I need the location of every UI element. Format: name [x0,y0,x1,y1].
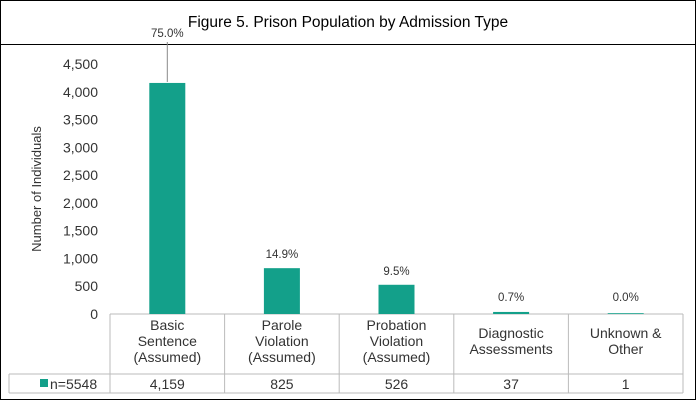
x-tick-label: Diagnostic [478,325,543,341]
y-tick-label: 1,000 [63,250,98,266]
data-label: 75.0% [151,28,184,40]
y-tick-label: 3,500 [63,112,98,128]
bar [378,284,415,314]
table-value: 1 [622,376,630,392]
x-tick-label: (Assumed) [248,349,316,365]
table-value: 4,159 [150,376,185,392]
legend-swatch [40,379,48,387]
bar [607,313,644,314]
bar [493,311,530,314]
data-table: 4,159 825 526 37 1 n=5548 [8,314,684,394]
x-tick-label: Unknown & [590,325,662,341]
x-tick-label: (Assumed) [133,349,201,365]
bar-layer: 75.0% 14.9% 9.5% 0.7% 0.0% [149,28,644,314]
x-tick-label: Probation [367,317,427,333]
x-tick-label: Assessments [469,341,552,357]
chart-title: Figure 5. Prison Population by Admission… [1,1,695,45]
axis-layer: 0 500 1,000 1,500 2,000 2,500 3,000 3,500 4,000 4… [63,56,683,365]
y-tick-label: 2,500 [63,167,98,183]
bar [263,268,300,314]
x-tick-label: (Assumed) [363,349,431,365]
data-label: 0.0% [613,292,639,304]
y-tick-label: 3,000 [63,139,98,155]
y-tick-label: 1,500 [63,223,98,239]
data-label: 9.5% [383,266,409,278]
x-tick-label: Sentence [138,333,197,349]
x-tick-label: Basic [150,317,184,333]
y-axis-label: Number of Individuals [29,126,44,252]
table-value: 37 [503,376,519,392]
x-tick-label: Other [608,341,643,357]
y-tick-label: 0 [90,306,98,322]
x-tick-label: Parole [262,317,303,333]
y-tick-label: 500 [75,278,99,294]
legend-label: n=5548 [50,376,97,392]
y-tick-label: 2,000 [63,195,98,211]
y-tick-label: 4,000 [63,84,98,100]
bar [149,82,186,314]
x-tick-label: Violation [370,333,423,349]
table-value: 526 [385,376,409,392]
data-label: 14.9% [266,249,299,261]
y-tick-label: 4,500 [63,56,98,72]
table-value: 825 [270,376,294,392]
x-tick-label: Violation [255,333,308,349]
data-label: 0.7% [498,292,524,304]
